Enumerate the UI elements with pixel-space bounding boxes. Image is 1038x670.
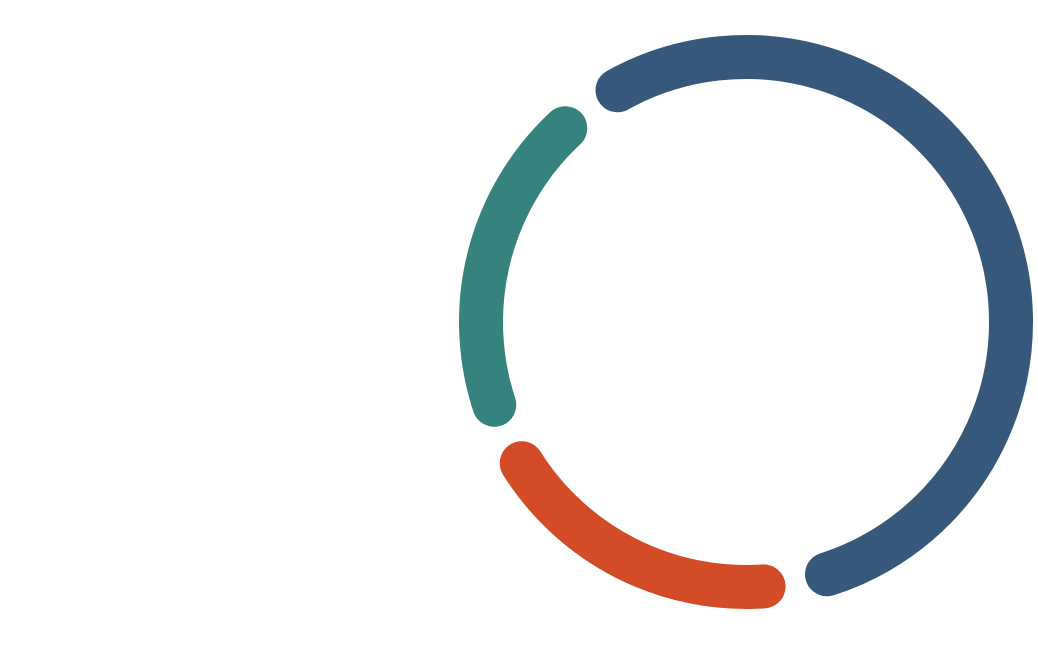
donut-segment: [499, 441, 786, 609]
donut-segment: [459, 106, 588, 427]
donut-segment: [595, 35, 1033, 597]
